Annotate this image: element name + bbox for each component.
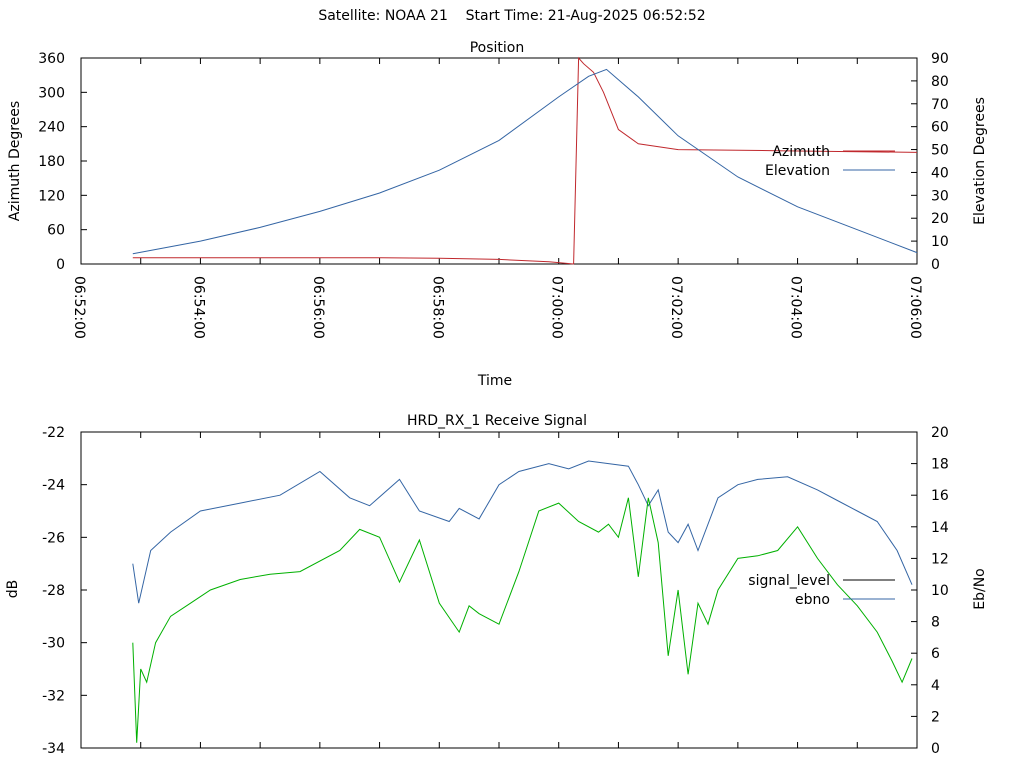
signal-chart-axes: -34 -32 -30 -28 -26 -24 -22 0 2 4 6 8 10 12 14 16 18 20: [42, 425, 949, 757]
legend-elevation-label: Elevation: [765, 163, 830, 179]
signal-chart-series: [132, 460, 913, 743]
signal-y2-tick-label: 20: [931, 425, 949, 441]
position-y-tick-label: 240: [38, 120, 65, 136]
position-elevation-line: [132, 68, 918, 255]
position-y-tick-label: 0: [56, 257, 65, 273]
position-y2-tick-label: 90: [931, 51, 949, 67]
position-x-tick-label: 07:02:00: [668, 276, 684, 339]
signal-y2-tick-label: 14: [931, 520, 949, 536]
position-y-tick-label: 180: [38, 154, 65, 170]
position-y2-axis-label: Elevation Degrees: [972, 97, 988, 225]
position-y-tick-label: 120: [38, 188, 65, 204]
signal-y-tick-label: -26: [42, 530, 65, 546]
legend-signal-level-label: signal_level: [748, 573, 830, 589]
position-x-tick-label: 06:52:00: [71, 276, 87, 339]
position-y-tick-label: 60: [47, 223, 65, 239]
signal-y2-tick-label: 10: [931, 583, 949, 599]
signal-y-tick-label: -24: [42, 478, 65, 494]
signal-y-tick-label: -28: [42, 583, 65, 599]
position-y2-tick-label: 50: [931, 143, 949, 159]
position-chart-title: Position: [470, 40, 525, 56]
signal-plot-border: [80, 431, 918, 749]
position-y-tick-label: 360: [38, 51, 65, 67]
signal-y2-axis-label: Eb/No: [972, 568, 988, 610]
signal-y2-tick-label: 4: [931, 678, 940, 694]
signal-chart-title: HRD_RX_1 Receive Signal: [407, 413, 587, 429]
position-x-tick-label: 07:00:00: [549, 276, 565, 339]
signal-y-tick-label: -22: [42, 425, 65, 441]
signal-y2-tick-label: 12: [931, 551, 949, 567]
signal-y-tick-label: -30: [42, 636, 65, 652]
signal-y2-tick-label: 8: [931, 615, 940, 631]
position-y2-tick-label: 30: [931, 188, 949, 204]
legend-azimuth-label: Azimuth: [772, 144, 830, 160]
page-title: Satellite: NOAA 21 Start Time: 21-Aug-20…: [318, 8, 706, 24]
signal-y-axis-label: dB: [5, 580, 21, 599]
position-y2-tick-label: 0: [931, 257, 940, 273]
signal-y2-tick-label: 6: [931, 646, 940, 662]
signal-y-tick-label: -32: [42, 688, 65, 704]
signal-ebno-line: [132, 460, 913, 604]
position-y2-tick-label: 10: [931, 234, 949, 250]
signal-y2-tick-label: 16: [931, 488, 949, 504]
position-y-axis-label: Azimuth Degrees: [7, 101, 23, 221]
legend-ebno-label: ebno: [795, 592, 830, 608]
position-x-tick-label: 07:04:00: [788, 276, 804, 339]
position-x-tick-label: 06:56:00: [310, 276, 326, 339]
signal-y-tick-label: -34: [42, 741, 65, 757]
position-y2-tick-label: 40: [931, 165, 949, 181]
position-y2-tick-label: 20: [931, 211, 949, 227]
position-y2-tick-label: 80: [931, 74, 949, 90]
signal-y2-tick-label: 2: [931, 709, 940, 725]
position-y-tick-label: 300: [38, 85, 65, 101]
position-azimuth-line: [132, 56, 918, 265]
position-y2-tick-label: 60: [931, 120, 949, 136]
signal-y2-tick-label: 0: [931, 741, 940, 757]
position-chart-axes: 0 60 120 180 240 300 360 0 10 20 30 40 50 60 70 80 90 06:…: [38, 51, 949, 339]
position-plot-border: [80, 57, 918, 265]
signal-y2-tick-label: 18: [931, 457, 949, 473]
position-x-tick-label: 06:58:00: [429, 276, 445, 339]
position-x-axis-label: Time: [477, 373, 512, 389]
position-y2-tick-label: 70: [931, 97, 949, 113]
position-chart-series: [132, 56, 918, 265]
position-x-tick-label: 07:06:00: [907, 276, 923, 339]
position-x-tick-label: 06:54:00: [190, 276, 206, 339]
signal-series-2-line: [132, 497, 913, 743]
